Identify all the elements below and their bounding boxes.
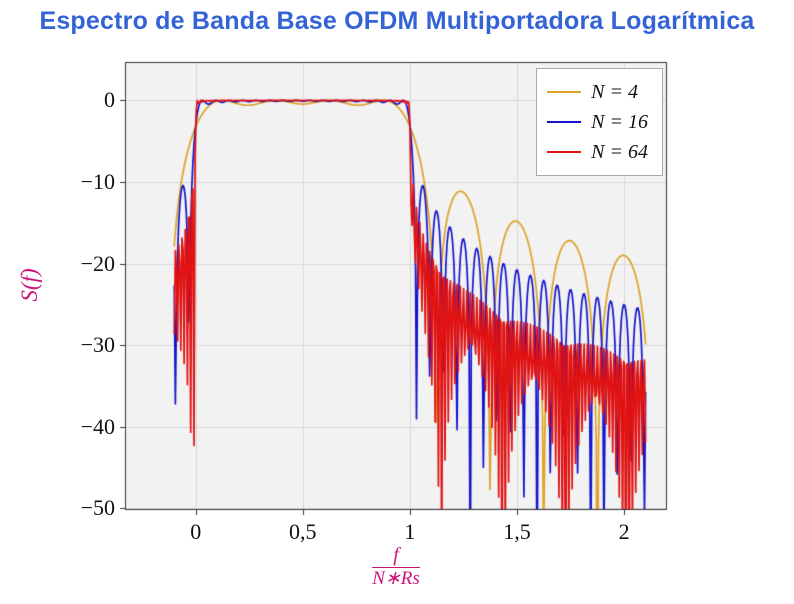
legend-label: N = 16 (591, 110, 648, 133)
y-tick-label: −10 (80, 168, 115, 194)
legend-line-sample (547, 151, 582, 153)
y-tick-label: −30 (80, 332, 115, 358)
legend-item: N = 64 (547, 137, 648, 167)
x-tick-label: 2 (618, 519, 630, 544)
x-axis-label: f N∗Rs (316, 545, 476, 589)
legend-item: N = 4 (547, 77, 648, 107)
y-tick-label: −50 (80, 495, 115, 521)
legend-label: N = 4 (591, 80, 638, 103)
legend-line-sample (547, 91, 582, 93)
legend-line-sample (547, 121, 582, 123)
legend-label: N = 64 (591, 140, 648, 163)
x-axis-label-numerator: f (372, 545, 420, 568)
x-tick-label: 1 (404, 519, 416, 544)
legend-item: N = 16 (547, 107, 648, 137)
x-axis-label-denominator: N∗Rs (372, 568, 420, 589)
x-axis-label-fraction: f N∗Rs (372, 545, 420, 589)
y-tick-label: −40 (80, 413, 115, 439)
y-tick-label: −20 (80, 250, 115, 276)
legend: N = 4 N = 16 N = 64 (536, 68, 663, 176)
x-tick-label: 0 (190, 519, 202, 544)
y-tick-label: 0 (104, 87, 115, 113)
y-axis-label: S(f) (17, 268, 42, 302)
x-tick-label: 1,5 (503, 519, 531, 544)
x-tick-label: 0,5 (289, 519, 317, 544)
